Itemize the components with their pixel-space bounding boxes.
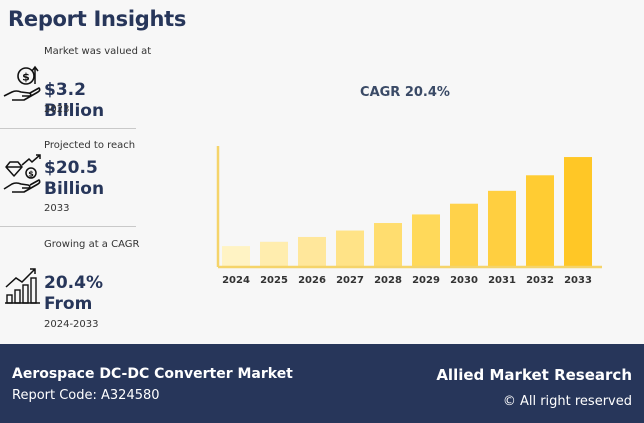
svg-text:$: $ xyxy=(28,170,34,179)
money-hand-icon: $ xyxy=(2,62,42,106)
bar-2029 xyxy=(412,214,440,267)
bar-2032 xyxy=(526,175,554,267)
footer-market-name: Aerospace DC-DC Converter Market xyxy=(12,366,293,382)
footer-brand: Allied Market Research xyxy=(436,366,632,384)
insight-value: $3.2 Billion xyxy=(44,80,105,121)
x-tick-label: 2024 xyxy=(222,275,250,286)
divider xyxy=(0,128,136,129)
divider xyxy=(0,226,136,227)
insight-market-value: $ Market was valued at $3.2 Billion 2023 xyxy=(0,38,151,128)
footer-report-code: Report Code: A324580 xyxy=(12,388,160,403)
bar-2031 xyxy=(488,190,516,267)
insight-label: Growing at a CAGR xyxy=(44,239,140,250)
svg-text:$: $ xyxy=(22,71,30,84)
bar-2026 xyxy=(298,236,326,267)
x-tick-label: 2025 xyxy=(260,275,288,286)
x-tick-label: 2032 xyxy=(526,275,554,286)
insight-year: 2033 xyxy=(44,203,70,214)
report-title: Report Insights xyxy=(8,7,187,31)
bar-2033 xyxy=(564,157,592,267)
x-tick-label: 2028 xyxy=(374,275,402,286)
insight-projection: $ Projected to reach $20.5 Billion 2033 xyxy=(0,129,136,226)
bar-chart: 2024 2025 2026 2027 2028 2029 2030 2031 2032 2033 xyxy=(216,146,602,286)
insight-value: 20.4% From xyxy=(44,273,103,314)
x-tick-label: 2027 xyxy=(336,275,364,286)
insight-year: 2024-2033 xyxy=(44,319,99,330)
bar-2025 xyxy=(260,241,288,267)
bar-2030 xyxy=(450,203,478,267)
x-tick-label: 2029 xyxy=(412,275,440,286)
x-tick-label: 2026 xyxy=(298,275,326,286)
bar-2027 xyxy=(336,230,364,267)
bar-2024 xyxy=(222,246,250,267)
bar-growth-icon xyxy=(2,263,42,307)
x-tick-label: 2033 xyxy=(564,275,592,286)
growth-diamond-icon: $ xyxy=(2,153,42,197)
x-tick-label: 2030 xyxy=(450,275,478,286)
footer-rights: © All right reserved xyxy=(502,394,632,409)
insight-label: Projected to reach xyxy=(44,140,136,151)
chart-title: CAGR 20.4% xyxy=(360,85,450,100)
x-tick-label: 2031 xyxy=(488,275,516,286)
insight-label: Market was valued at xyxy=(44,46,152,57)
bar-2028 xyxy=(374,223,402,267)
insight-value: $20.5 Billion xyxy=(44,158,105,199)
insight-year: 2023 xyxy=(44,104,70,115)
insight-cagr: Growing at a CAGR 20.4% From 2024-2033 xyxy=(0,227,139,343)
footer: Aerospace DC-DC Converter Market Report … xyxy=(0,344,644,423)
